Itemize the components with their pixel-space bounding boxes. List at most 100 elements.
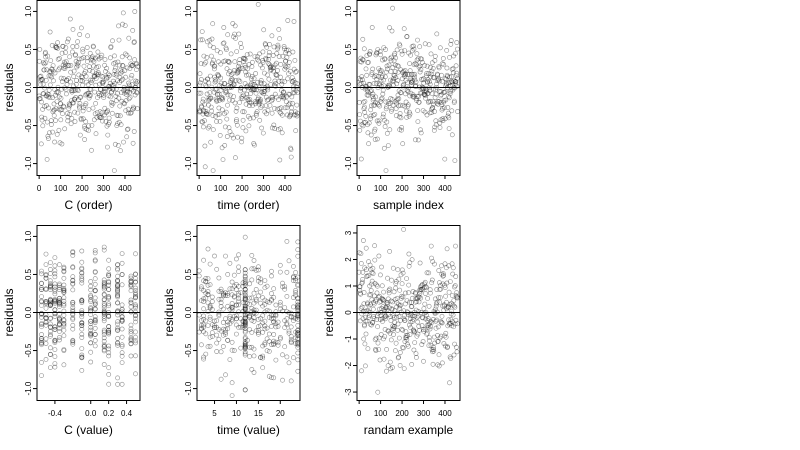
x-tick-label: 400 xyxy=(438,409,452,418)
data-point xyxy=(396,88,402,94)
data-point xyxy=(391,76,397,81)
data-point xyxy=(412,77,418,83)
data-point xyxy=(92,258,98,264)
data-point xyxy=(248,91,253,96)
data-point xyxy=(209,36,215,42)
data-point xyxy=(416,327,422,333)
data-point xyxy=(387,286,393,292)
data-point xyxy=(416,99,422,105)
data-point xyxy=(379,75,385,80)
data-point xyxy=(238,85,244,91)
data-point xyxy=(119,350,125,356)
data-point xyxy=(236,77,241,83)
data-point xyxy=(207,282,213,288)
data-point xyxy=(291,78,297,83)
data-point xyxy=(128,304,134,310)
data-point xyxy=(434,317,439,323)
data-point xyxy=(61,265,67,271)
data-point xyxy=(242,323,248,329)
data-point xyxy=(133,61,139,67)
data-point xyxy=(410,316,416,322)
data-point xyxy=(267,42,272,47)
data-point xyxy=(436,280,442,286)
data-point xyxy=(247,116,253,121)
data-point xyxy=(430,316,436,322)
data-point xyxy=(225,337,231,343)
data-point xyxy=(242,336,248,342)
data-point xyxy=(92,247,98,253)
data-point xyxy=(235,70,241,75)
data-point xyxy=(82,125,88,131)
data-point xyxy=(413,351,419,356)
data-point xyxy=(364,274,370,279)
data-point xyxy=(286,59,292,65)
data-point xyxy=(289,94,295,100)
data-point xyxy=(92,287,98,293)
data-point xyxy=(231,68,237,73)
data-point xyxy=(415,56,421,62)
data-point xyxy=(240,324,246,330)
data-point xyxy=(280,94,285,99)
data-point xyxy=(115,121,120,126)
data-point xyxy=(288,147,294,152)
data-point xyxy=(106,324,112,329)
data-point xyxy=(430,74,436,80)
data-point xyxy=(421,89,427,95)
data-point xyxy=(418,127,423,133)
data-point xyxy=(197,109,203,114)
data-point xyxy=(106,273,112,278)
data-point xyxy=(233,78,239,84)
data-point xyxy=(47,95,53,100)
data-point xyxy=(295,304,301,309)
data-point xyxy=(229,304,235,310)
data-point xyxy=(128,309,134,315)
data-point xyxy=(295,336,301,342)
data-point xyxy=(124,127,130,133)
data-point xyxy=(421,358,426,364)
data-point xyxy=(242,343,248,348)
data-point xyxy=(61,275,67,281)
data-point xyxy=(418,295,424,301)
data-point xyxy=(130,62,136,68)
data-point xyxy=(227,260,233,266)
data-point xyxy=(271,319,277,325)
data-point xyxy=(258,355,263,361)
data-point xyxy=(442,333,447,339)
data-point xyxy=(401,366,407,371)
data-point xyxy=(416,64,422,70)
data-point xyxy=(101,335,107,341)
data-point xyxy=(403,99,409,105)
data-point xyxy=(92,314,98,320)
x-axis-title: time (value) xyxy=(217,423,280,437)
data-point xyxy=(280,92,286,98)
data-point xyxy=(88,283,94,289)
data-point xyxy=(43,93,49,99)
data-point xyxy=(236,31,242,37)
data-point xyxy=(446,126,452,132)
data-point xyxy=(390,265,396,271)
data-point xyxy=(132,57,137,63)
data-point xyxy=(412,137,418,143)
data-point xyxy=(52,271,58,277)
data-point xyxy=(432,340,438,346)
data-point xyxy=(453,73,459,78)
data-point xyxy=(284,354,290,360)
data-point xyxy=(290,274,296,280)
data-point xyxy=(115,342,120,348)
data-point xyxy=(115,381,120,387)
data-point xyxy=(225,303,231,309)
data-point xyxy=(401,26,407,32)
data-point xyxy=(105,144,110,150)
data-point xyxy=(385,99,391,104)
data-point xyxy=(295,328,301,333)
data-point xyxy=(255,331,261,337)
data-point xyxy=(380,91,386,97)
data-point xyxy=(406,322,412,328)
data-point xyxy=(242,322,248,328)
data-point xyxy=(88,299,94,304)
data-point xyxy=(75,39,80,45)
data-point xyxy=(128,110,134,116)
data-point xyxy=(240,323,246,329)
data-point xyxy=(233,316,239,322)
data-point xyxy=(361,290,367,295)
